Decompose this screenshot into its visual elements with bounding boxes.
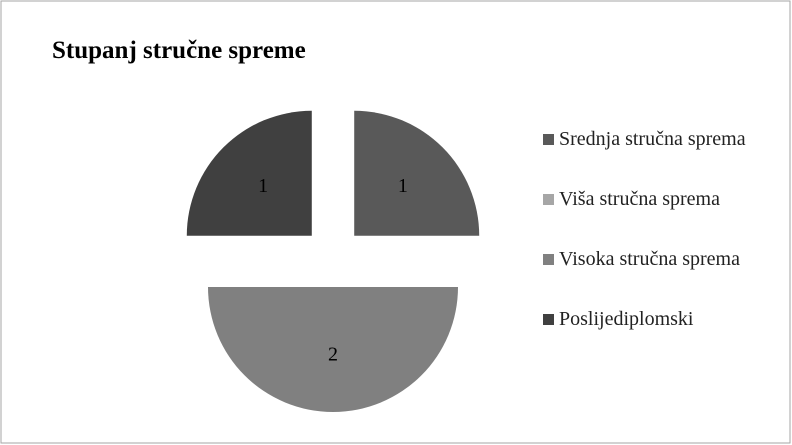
data-label: 1 xyxy=(258,175,268,197)
pie-slice xyxy=(354,110,480,236)
legend-item: Srednja stručna sprema xyxy=(543,126,788,186)
legend-label: Visoka stručna sprema xyxy=(559,248,740,270)
legend-item: Visoka stručna sprema xyxy=(543,246,788,306)
legend-swatch xyxy=(543,254,554,265)
legend-label: Poslijediplomski xyxy=(559,308,694,330)
pie-slice xyxy=(208,287,458,412)
legend-swatch xyxy=(543,134,554,145)
legend-label: Viša stručna sprema xyxy=(559,188,720,210)
pie-slice xyxy=(186,110,312,236)
legend-swatch xyxy=(543,194,554,205)
legend: Srednja stručna sprema Viša stručna sprem… xyxy=(543,126,788,366)
legend-item: Poslijediplomski xyxy=(543,306,788,366)
legend-label: Srednja stručna sprema xyxy=(559,128,746,150)
data-label: 1 xyxy=(398,175,408,197)
legend-item: Viša stručna sprema xyxy=(543,186,788,246)
data-label: 2 xyxy=(328,343,338,365)
legend-swatch xyxy=(543,314,554,325)
chart-title: Stupanj stručne spreme xyxy=(52,37,306,64)
